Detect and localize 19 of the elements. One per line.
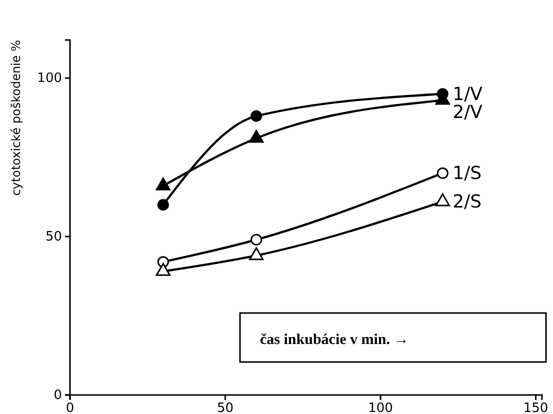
point [436, 167, 448, 179]
point [156, 263, 170, 276]
x-tick-label: 50 [216, 401, 234, 414]
series-label: 1/S [452, 163, 482, 184]
x-tick-label: 100 [368, 401, 393, 414]
series-label: 2/S [452, 192, 482, 213]
x-tick-label: 150 [523, 401, 548, 414]
point [156, 177, 170, 190]
point [248, 247, 264, 260]
point [435, 193, 450, 206]
y-tick-label: 50 [45, 230, 62, 245]
x-axis-title: čas inkubácie v min. → [260, 332, 409, 348]
y-tick-label: 0 [54, 388, 62, 404]
point [157, 199, 169, 211]
point [250, 234, 262, 246]
point [250, 110, 262, 122]
x-tick-label: 0 [66, 401, 74, 414]
y-tick-label: 100 [37, 71, 62, 86]
y-axis-title: cytotoxické poškodenie % [9, 40, 23, 196]
